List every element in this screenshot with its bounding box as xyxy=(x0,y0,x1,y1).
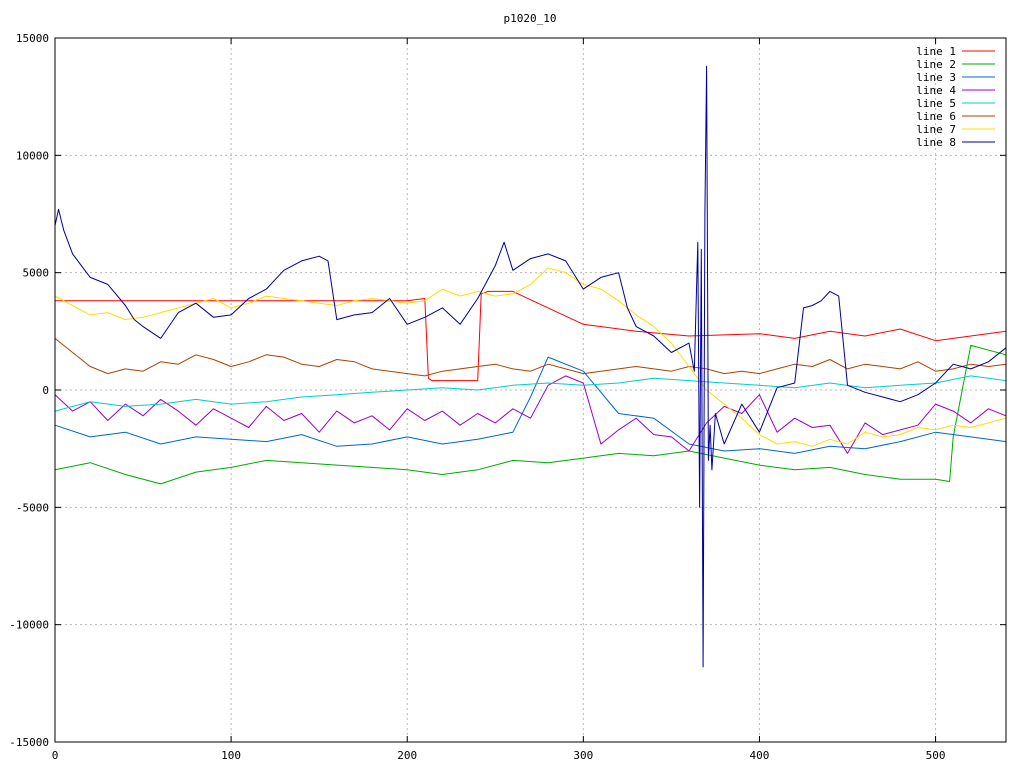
series-line-1 xyxy=(55,290,1007,382)
x-tick-label: 100 xyxy=(221,749,241,762)
series-line-5 xyxy=(54,375,1007,412)
legend-label: line 3 xyxy=(916,71,956,84)
chart-title: p1020_10 xyxy=(504,12,557,25)
legend-label: line 7 xyxy=(916,123,956,136)
series-line-6 xyxy=(54,338,1007,377)
y-tick-label: 5000 xyxy=(23,267,50,280)
y-tick-label: 10000 xyxy=(16,149,49,162)
grid xyxy=(55,38,1006,742)
axes: -15000 -10000 -5000 0 5000 10000 15000 0 100 200 3… xyxy=(9,32,1006,762)
legend-label: line 2 xyxy=(916,58,956,71)
series-line-2 xyxy=(54,344,1007,485)
legend-label: line 1 xyxy=(916,45,956,58)
legend-label: line 6 xyxy=(916,110,956,123)
series-line-8 xyxy=(54,65,1007,668)
y-tick-label: 15000 xyxy=(16,32,49,45)
x-tick-label: 300 xyxy=(573,749,593,762)
y-tick-label: 0 xyxy=(42,384,49,397)
legend-label: line 5 xyxy=(916,97,956,110)
series-line-7 xyxy=(54,267,1007,447)
x-tick-label: 200 xyxy=(397,749,417,762)
legend-label: line 4 xyxy=(916,84,956,97)
x-tick-label: 500 xyxy=(926,749,946,762)
y-tick-label: -15000 xyxy=(9,736,49,749)
y-tick-label: -5000 xyxy=(16,501,49,514)
x-tick-label: 0 xyxy=(52,749,59,762)
y-tick-label: -10000 xyxy=(9,619,49,632)
series-line-4 xyxy=(54,375,1007,454)
series-line-3 xyxy=(54,356,1007,454)
x-tick-label: 400 xyxy=(750,749,770,762)
series-group xyxy=(54,65,1007,668)
legend-label: line 8 xyxy=(916,136,956,149)
